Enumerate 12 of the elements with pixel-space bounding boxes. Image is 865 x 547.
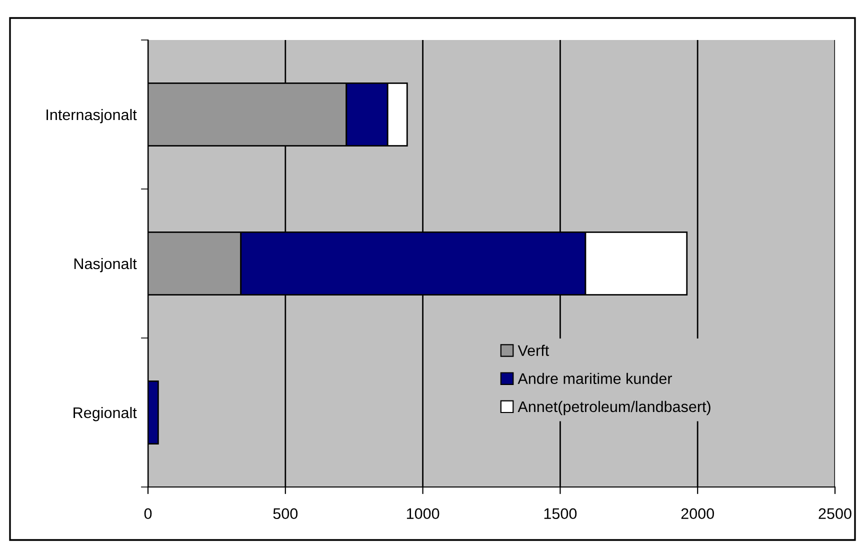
x-tick-label: 0	[144, 508, 152, 520]
x-tick-label: 2500	[818, 508, 852, 520]
y-tick-label: Internasjonalt	[46, 108, 137, 124]
legend-label: Verft	[518, 344, 550, 356]
legend-label: Andre maritime kunder	[518, 372, 672, 384]
y-tick-label: Nasjonalt	[74, 258, 137, 272]
x-tick-label: 1000	[406, 508, 440, 520]
x-tick-label: 2000	[681, 508, 714, 520]
x-tick-label: 1500	[544, 508, 577, 520]
x-tick-label: 500	[273, 508, 298, 520]
y-tick-label: Regionalt	[74, 406, 137, 422]
legend-label: Annet(petroleum/landbasert)	[518, 400, 710, 416]
